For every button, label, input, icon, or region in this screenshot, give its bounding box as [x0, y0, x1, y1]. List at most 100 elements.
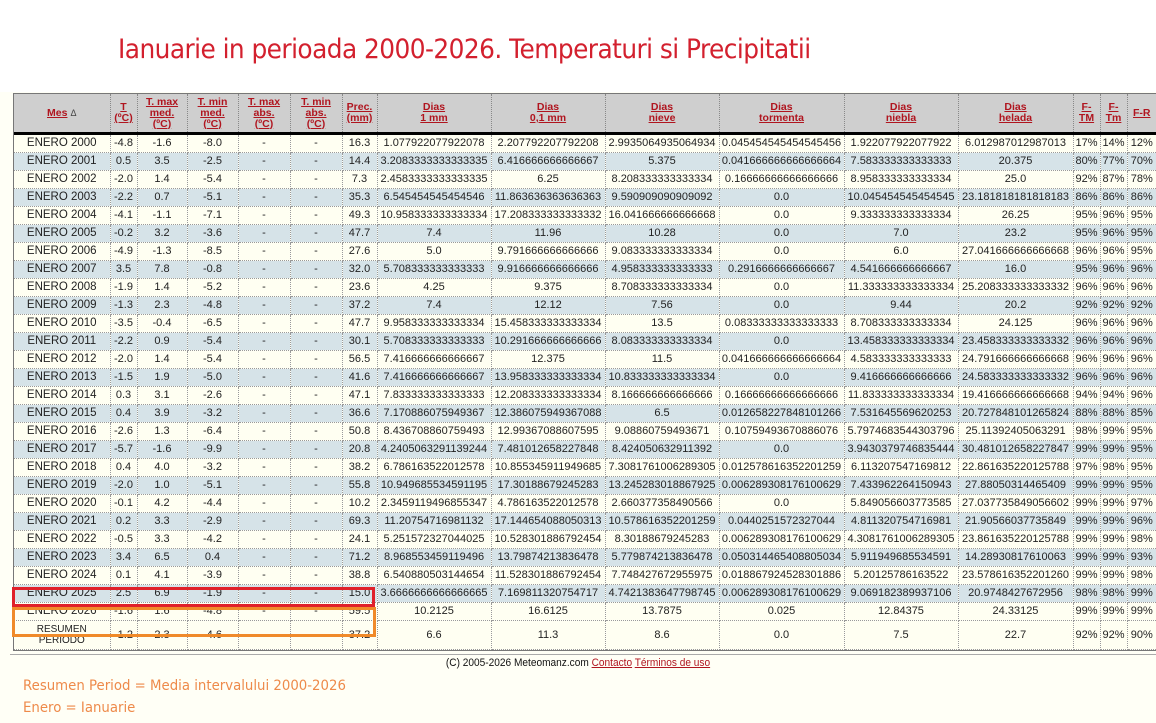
- footer-divider: [10, 654, 1156, 655]
- cell-d1mm: 6.545454545454546: [377, 188, 492, 207]
- cell-dnieve: 8.083333333333334: [605, 332, 720, 351]
- cell-dnieve: 11.5: [605, 350, 720, 369]
- cell-d1mm: 10.958333333333334: [377, 206, 492, 225]
- column-header-d1mm: Dias 1 mm: [377, 94, 492, 135]
- sort-link-fr[interactable]: F-R: [1133, 107, 1151, 119]
- cell-tminmed: -7.1: [187, 206, 239, 225]
- table-row: ENERO 2026 -1.6 1.6 -4.8- -59.5 10.2125 16.612…: [14, 602, 1156, 621]
- sort-link-ftm[interactable]: F- TM: [1079, 101, 1094, 124]
- summary-cell-dniebla: 7.5: [844, 620, 959, 650]
- cell-tminmed: -5.1: [187, 188, 239, 207]
- cell-d01mm: 17.208333333333332: [491, 206, 606, 225]
- contact-link[interactable]: Contacto: [591, 657, 633, 669]
- cell-mes: ENERO 2022: [14, 530, 111, 549]
- cell-d01mm: 11.863636363636363: [491, 188, 606, 207]
- table-row: ENERO 2019 -2.0 1.0 -5.1- -55.8 10.9496855345…: [14, 476, 1156, 495]
- cell-prec: 24.1: [342, 530, 378, 549]
- cell-dhelada: 27.88050314465409: [958, 476, 1074, 495]
- cell-d01mm: 12.208333333333334: [491, 386, 606, 405]
- footer: (C) 2005-2026 Meteomanz.com Contacto Tér…: [46, 657, 1110, 669]
- cell-tminmed: -4.8: [187, 296, 239, 315]
- cell-d01mm: 17.144654088050313: [491, 512, 606, 531]
- cell-dniebla: 5.7974683544303796: [844, 422, 959, 441]
- sort-link-dnieve[interactable]: Dias nieve: [649, 101, 676, 124]
- sort-link-mes[interactable]: Mes: [47, 107, 67, 119]
- cell-dtormenta: 0.018867924528301886: [719, 566, 845, 585]
- cell-dniebla: 4.811320754716981: [844, 512, 959, 531]
- cell-tmaxmed: 3.3: [137, 530, 188, 549]
- cell-dhelada: 27.037735849056602: [958, 494, 1074, 513]
- cell-fr: 95%: [1127, 206, 1156, 225]
- cell-tmaxabs: -: [238, 440, 291, 459]
- cell-dtormenta: 0.0: [719, 368, 845, 387]
- cell-t: 0.1: [110, 566, 138, 585]
- cell-ftm: 96%: [1073, 368, 1101, 387]
- cell-d1mm: 5.708333333333333: [377, 260, 492, 279]
- cell-prec: 32.0: [342, 260, 378, 279]
- cell-dnieve: 2.660377358490566: [605, 494, 720, 513]
- column-header-ftmin: F- Tm: [1100, 94, 1128, 135]
- sort-link-tmaxmed[interactable]: T. max med. (ºC): [146, 96, 178, 130]
- header-label-line: F-: [1081, 101, 1092, 113]
- cell-dtormenta: 0.0: [719, 494, 845, 513]
- cell-tminabs: -: [290, 368, 343, 387]
- cell-dhelada: 25.11392405063291: [958, 422, 1074, 441]
- cell-ftmin: 99%: [1100, 476, 1128, 495]
- cell-d01mm: 6.25: [491, 170, 606, 189]
- cell-t: -1.9: [110, 278, 138, 297]
- sort-link-prec[interactable]: Prec. (mm): [347, 101, 373, 124]
- cell-dhelada: 26.25: [958, 206, 1074, 225]
- cell-tmaxabs: -: [238, 278, 291, 297]
- sort-link-dhelada[interactable]: Dias helada: [999, 101, 1032, 124]
- header-label-line: (ºC): [254, 117, 274, 130]
- header-label-line: (ºC): [152, 117, 172, 130]
- cell-t: -1.3: [110, 296, 138, 315]
- table-row: ENERO 2020 -0.1 4.2 -4.4- -10.2 2.34591194968…: [14, 494, 1156, 513]
- cell-ftmin: 99%: [1100, 512, 1128, 531]
- header-label-line: abs.: [305, 106, 327, 119]
- cell-ftmin: 98%: [1100, 458, 1128, 477]
- sort-link-d1mm[interactable]: Dias 1 mm: [420, 101, 447, 124]
- cell-tmaxmed: -1.3: [137, 242, 188, 261]
- cell-tmaxmed: -1.1: [137, 206, 188, 225]
- cell-dnieve: 9.590909090909092: [605, 188, 720, 207]
- cell-tmaxmed: 3.1: [137, 386, 188, 405]
- cell-dtormenta: 0.0: [719, 296, 845, 315]
- cell-mes: ENERO 2006: [14, 242, 111, 261]
- terms-link[interactable]: Términos de uso: [634, 657, 711, 669]
- cell-fr: 12%: [1127, 133, 1156, 153]
- header-label-line: T. min: [301, 95, 331, 108]
- sort-link-tminabs[interactable]: T. min abs. (ºC): [301, 96, 331, 130]
- cell-dtormenta: 0.041666666666666664: [719, 350, 845, 369]
- cell-t: -2.0: [110, 476, 138, 495]
- cell-prec: 14.4: [342, 152, 378, 171]
- sort-link-tminmed[interactable]: T. min med. (ºC): [198, 96, 228, 130]
- cell-mes: ENERO 2001: [14, 152, 111, 171]
- sort-link-ftmin[interactable]: F- Tm: [1106, 101, 1122, 124]
- cell-dniebla: 11.833333333333334: [844, 386, 959, 405]
- column-header-t: T (ºC): [110, 94, 138, 135]
- sort-link-dniebla[interactable]: Dias niebla: [886, 101, 916, 124]
- cell-tmaxabs: -: [238, 458, 291, 477]
- header-label-line: Dias: [536, 101, 560, 113]
- cell-dnieve: 7.56: [605, 296, 720, 315]
- cell-dniebla: 6.0: [844, 242, 959, 261]
- cell-tmaxabs: -: [238, 332, 291, 351]
- column-header-mes: Mes Δ: [14, 94, 111, 135]
- table-row: ENERO 2005 -0.2 3.2 -3.6- -47.7 7.4 11.96 10.28…: [14, 224, 1156, 243]
- cell-t: -2.6: [110, 422, 138, 441]
- cell-dniebla: 13.458333333333334: [844, 332, 959, 351]
- cell-mes: ENERO 2003: [14, 188, 111, 207]
- sort-link-t[interactable]: T (ºC): [114, 101, 132, 124]
- cell-mes: ENERO 2023: [14, 548, 111, 567]
- note-enero-ianuarie: Enero = Ianuarie: [23, 700, 136, 716]
- sort-link-dtormenta[interactable]: Dias tormenta: [759, 101, 804, 124]
- table-row: ENERO 2000 -4.8 -1.6 -8.0- -16.3 1.0779220779…: [14, 133, 1156, 153]
- cell-prec: 15.0: [342, 584, 378, 603]
- cell-dniebla: 4.3081761006289305: [844, 530, 959, 549]
- sort-link-d01mm[interactable]: Dias 0,1 mm: [530, 101, 566, 124]
- cell-prec: 23.6: [342, 278, 378, 297]
- cell-tmaxmed: 2.3: [137, 296, 188, 315]
- cell-d1mm: 7.4: [377, 296, 492, 315]
- sort-link-tmaxabs[interactable]: T. max abs. (ºC): [248, 96, 280, 130]
